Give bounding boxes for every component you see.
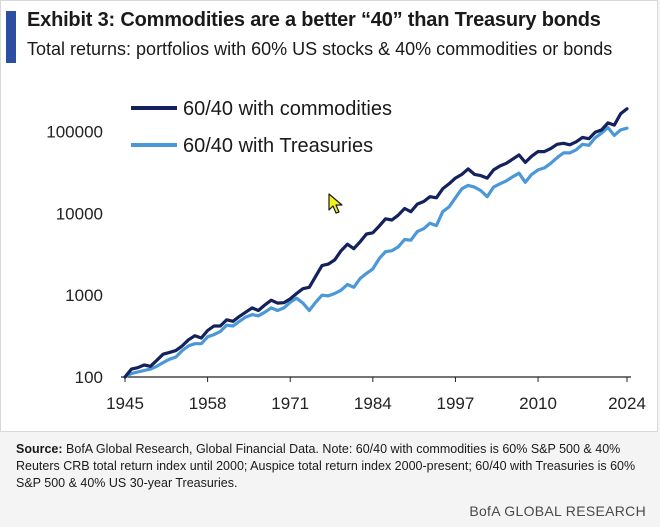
x-tick-label: 1971 bbox=[271, 394, 309, 413]
mouse-cursor-icon bbox=[328, 193, 343, 214]
legend-item-treasuries-label: 60/40 with Treasuries bbox=[183, 135, 373, 157]
brand-footer: BofA GLOBAL RESEARCH bbox=[469, 503, 646, 519]
exhibit-panel: Exhibit 3: Commodities are a better “40”… bbox=[0, 0, 658, 432]
x-tick-label: 2010 bbox=[519, 394, 557, 413]
chart-title: Exhibit 3: Commodities are a better “40”… bbox=[27, 9, 601, 31]
accent-bar bbox=[6, 11, 16, 63]
y-tick-label: 1000 bbox=[65, 286, 103, 305]
x-tick-label: 2024 bbox=[608, 394, 646, 413]
y-tick-label: 10000 bbox=[56, 204, 103, 223]
x-tick-label: 1958 bbox=[189, 394, 227, 413]
legend-item-commodities-label: 60/40 with commodities bbox=[183, 98, 392, 120]
x-tick-label: 1945 bbox=[106, 394, 144, 413]
y-tick-label: 100000 bbox=[46, 123, 103, 142]
source-note: Source: BofA Global Research, Global Fin… bbox=[16, 441, 646, 492]
x-tick-label: 1997 bbox=[437, 394, 475, 413]
line-chart: 1945 1958 1971 1984 1997 2010 2024 100 1000 10000… bbox=[46, 98, 646, 413]
source-text: BofA Global Research, Global Financial D… bbox=[16, 442, 636, 490]
x-tick-label: 1984 bbox=[354, 394, 392, 413]
source-label: Source: bbox=[16, 442, 63, 456]
series-line-commodities bbox=[123, 107, 629, 379]
y-tick-label: 100 bbox=[75, 368, 103, 387]
series-line-treasuries bbox=[123, 126, 629, 379]
chart-subtitle: Total returns: portfolios with 60% US st… bbox=[27, 39, 613, 59]
